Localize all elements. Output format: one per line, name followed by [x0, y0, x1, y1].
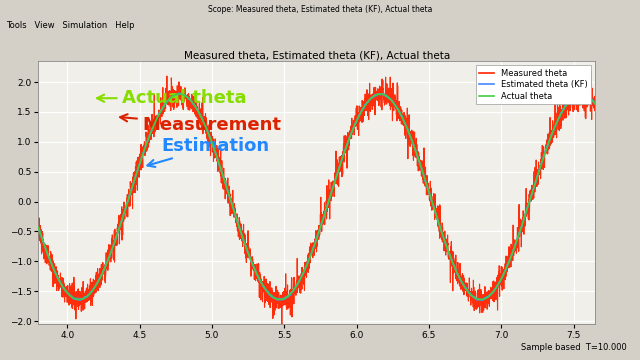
- Text: Actual theta: Actual theta: [97, 89, 247, 107]
- Legend: Measured theta, Estimated theta (KF), Actual theta: Measured theta, Estimated theta (KF), Ac…: [476, 66, 591, 104]
- Text: Tools   View   Simulation   Help: Tools View Simulation Help: [6, 21, 135, 30]
- Text: Sample based  T=10.000: Sample based T=10.000: [522, 343, 627, 351]
- Title: Measured theta, Estimated theta (KF), Actual theta: Measured theta, Estimated theta (KF), Ac…: [184, 50, 450, 60]
- Text: Estimation: Estimation: [147, 137, 269, 167]
- Text: Scope: Measured theta, Estimated theta (KF), Actual theta: Scope: Measured theta, Estimated theta (…: [208, 5, 432, 14]
- Text: Measurement: Measurement: [120, 114, 282, 134]
